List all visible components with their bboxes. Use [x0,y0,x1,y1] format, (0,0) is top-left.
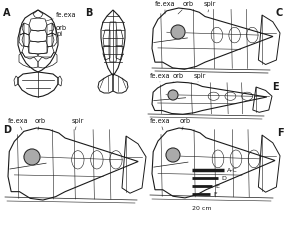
Circle shape [24,149,40,165]
Circle shape [171,25,185,39]
Text: D: D [221,176,226,180]
Text: spir: spir [194,73,206,82]
Text: 20 cm: 20 cm [192,206,212,211]
Text: orb: orb [34,118,46,130]
Text: fe.exa: fe.exa [155,1,175,14]
Text: pi: pi [47,31,62,37]
Text: orb: orb [179,118,191,130]
Text: spir: spir [204,1,216,12]
Text: E: E [215,184,219,189]
Text: orb: orb [49,25,67,31]
Text: orb: orb [178,1,194,14]
Text: orb: orb [172,73,184,82]
Text: A: A [3,8,10,18]
Circle shape [166,148,180,162]
Text: fe.exa: fe.exa [150,73,170,82]
Circle shape [168,90,178,100]
Text: B: B [85,8,92,18]
Text: D: D [3,125,11,135]
Text: F: F [213,191,217,196]
Text: spir: spir [72,118,84,130]
Text: fe.exa: fe.exa [8,118,28,130]
Text: F: F [277,128,284,138]
Text: E: E [272,82,279,92]
Text: A-C: A-C [227,167,238,173]
Text: C: C [275,8,282,18]
Text: fe.exa: fe.exa [150,118,170,130]
Text: fe.exa: fe.exa [46,12,76,21]
